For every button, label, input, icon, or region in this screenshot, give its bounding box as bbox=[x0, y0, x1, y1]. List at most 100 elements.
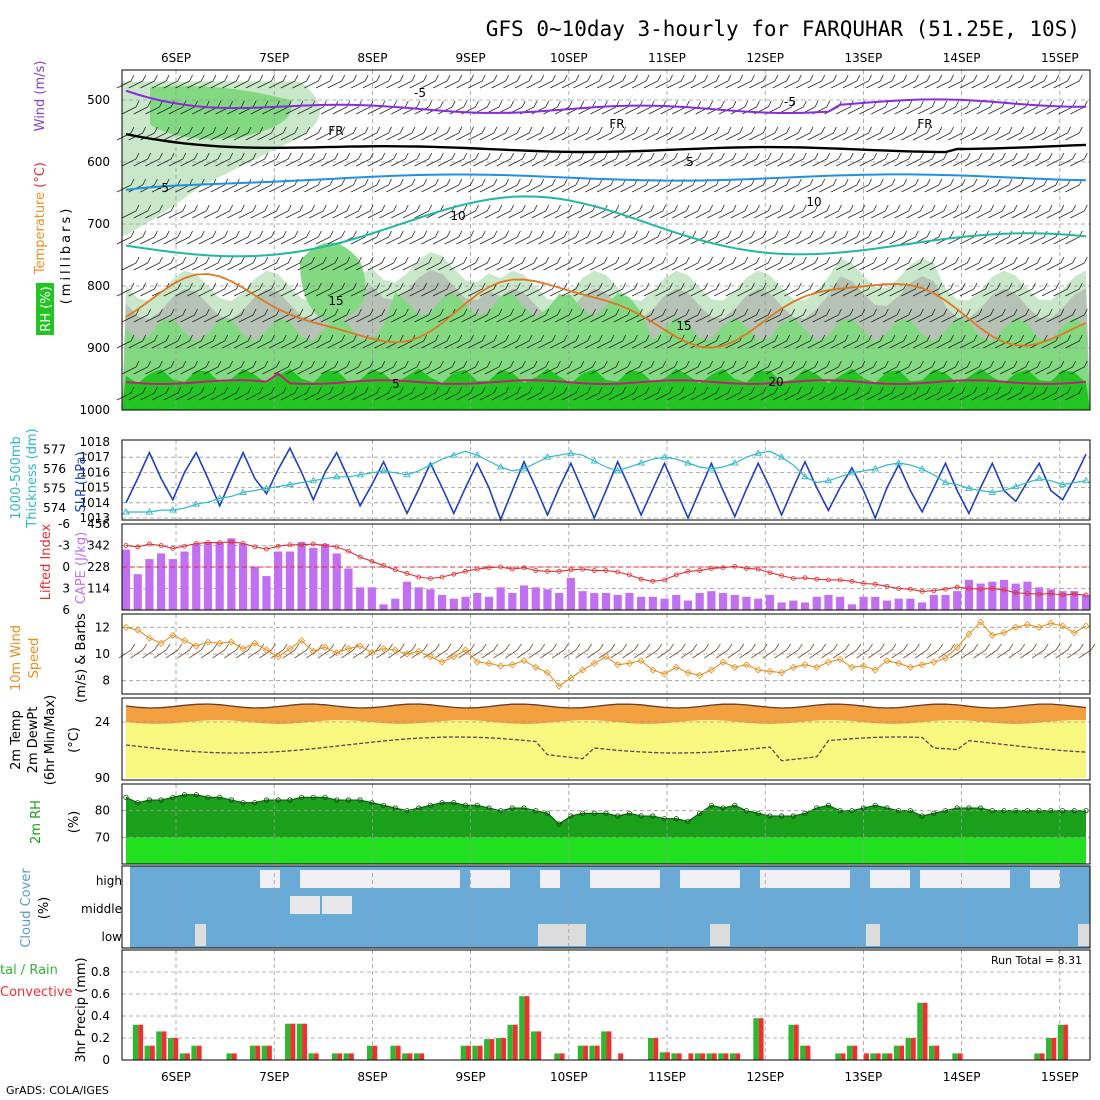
wind-barb bbox=[835, 204, 854, 219]
wind-barb bbox=[285, 360, 304, 375]
wind10-marker bbox=[227, 638, 235, 646]
wind-barb bbox=[180, 360, 198, 375]
cloud-level-label: middle bbox=[81, 902, 122, 916]
li-marker bbox=[627, 572, 632, 578]
precip-total-bar bbox=[1057, 1024, 1064, 1060]
li-marker bbox=[790, 576, 796, 581]
wind-barb bbox=[503, 230, 521, 245]
wind-barb bbox=[1034, 152, 1053, 167]
wind-barb bbox=[257, 334, 275, 349]
wind10-marker bbox=[1070, 629, 1078, 637]
wind10-barb bbox=[985, 643, 1002, 659]
wind-barb bbox=[718, 204, 737, 219]
wind-barb bbox=[128, 282, 147, 297]
wind10-marker bbox=[778, 669, 786, 677]
wind10-barb bbox=[388, 643, 405, 659]
wind-barb bbox=[549, 178, 568, 193]
wind-barb bbox=[672, 204, 690, 219]
wind-barb bbox=[824, 256, 842, 271]
wind-barb bbox=[948, 178, 966, 193]
wind-barb bbox=[713, 230, 732, 245]
wind-barb bbox=[374, 230, 392, 245]
upper-y-tick: 1000 bbox=[79, 403, 110, 417]
cape-bar bbox=[578, 591, 587, 610]
precip-conv-bar bbox=[899, 1045, 905, 1060]
wind-barb bbox=[561, 386, 580, 401]
wind10-barb bbox=[832, 643, 850, 659]
wind10-marker bbox=[1047, 619, 1055, 627]
cape-bar bbox=[1011, 583, 1020, 610]
rh2m-marker bbox=[814, 805, 820, 811]
wind-barb bbox=[320, 256, 339, 271]
wind-barb bbox=[496, 308, 514, 323]
rh2m-marker bbox=[181, 792, 188, 798]
precip-conv-bar bbox=[536, 1031, 542, 1060]
wind10-marker bbox=[122, 623, 130, 631]
wind-barb bbox=[695, 152, 714, 167]
rh2m-marker bbox=[146, 797, 153, 803]
wind-barb bbox=[309, 360, 327, 375]
wind10-marker bbox=[1023, 621, 1032, 629]
wind10-barb bbox=[1008, 643, 1026, 659]
upper-y-tick: 700 bbox=[87, 217, 110, 231]
li-marker bbox=[264, 546, 269, 552]
wind-barb bbox=[725, 386, 744, 401]
wind-barb bbox=[156, 152, 175, 167]
isotherm-10-teal bbox=[125, 195, 1087, 258]
wind-barb bbox=[339, 126, 357, 141]
wind-barb bbox=[531, 152, 550, 167]
li-marker bbox=[1013, 590, 1019, 596]
wind-barb bbox=[327, 230, 346, 245]
wind-barb bbox=[725, 74, 744, 89]
wind-barb bbox=[608, 386, 627, 401]
wind-barb bbox=[994, 386, 1013, 401]
wind-barb bbox=[402, 100, 421, 115]
precip-conv-bar bbox=[313, 1053, 319, 1060]
rh2m-marker bbox=[474, 802, 480, 808]
wind-barb bbox=[929, 100, 948, 115]
thickness-marker bbox=[848, 468, 856, 476]
wind-barb bbox=[795, 178, 814, 193]
wind-barb bbox=[725, 126, 744, 141]
wind-barb bbox=[847, 308, 866, 323]
wind-barb bbox=[121, 152, 140, 167]
wind-barb bbox=[713, 386, 732, 401]
wind10-marker bbox=[684, 669, 692, 677]
rh2m-marker bbox=[299, 794, 305, 800]
slp-tick: 1013 bbox=[79, 511, 110, 525]
wind10-marker bbox=[379, 645, 388, 653]
wind-barb bbox=[397, 282, 416, 297]
wind-barb bbox=[1006, 386, 1025, 401]
wind-barb bbox=[526, 334, 545, 349]
wind-barb bbox=[332, 308, 351, 323]
wind-barb bbox=[953, 308, 971, 323]
rh2m-marker bbox=[779, 813, 785, 819]
wind10-barb bbox=[914, 643, 932, 659]
wind-barb bbox=[866, 386, 884, 401]
wind-barb bbox=[678, 386, 697, 401]
wind10-barb bbox=[750, 643, 768, 659]
wind-barb bbox=[742, 256, 760, 271]
precip-conv-bar bbox=[231, 1053, 237, 1060]
thickness-marker bbox=[309, 476, 318, 484]
wind-barb bbox=[976, 308, 994, 323]
wind-barb bbox=[795, 334, 814, 349]
li-marker bbox=[615, 569, 621, 575]
cape-bar bbox=[367, 587, 376, 610]
wind-barb bbox=[718, 152, 737, 167]
wind-barb bbox=[227, 256, 245, 271]
rh2m-frame bbox=[121, 783, 1091, 865]
wind-barb bbox=[901, 126, 919, 141]
wind10-marker bbox=[298, 637, 306, 645]
precip-total-bar bbox=[659, 1052, 666, 1060]
wind-barb bbox=[929, 204, 948, 219]
wind-barb bbox=[355, 100, 374, 115]
wind-barb bbox=[959, 178, 978, 193]
wind-barb bbox=[327, 126, 346, 141]
wind-barb bbox=[187, 334, 205, 349]
wind10-marker bbox=[356, 642, 364, 650]
cape-bar bbox=[356, 587, 365, 610]
wind-barb bbox=[355, 204, 374, 219]
wind-barb bbox=[596, 74, 615, 89]
